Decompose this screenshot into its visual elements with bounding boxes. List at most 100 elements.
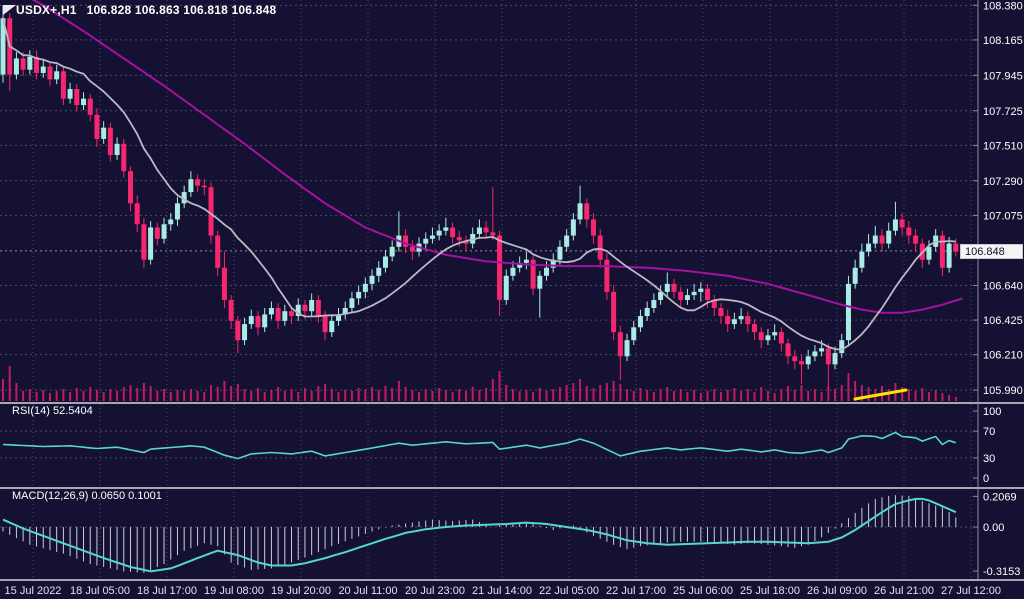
- volume-bar: [686, 392, 689, 401]
- candle-down: [403, 235, 409, 247]
- volume-bar: [55, 391, 58, 401]
- candle-up: [376, 267, 382, 276]
- volume-bar: [404, 387, 407, 401]
- volume-bar: [102, 392, 105, 401]
- volume-bar: [95, 390, 98, 401]
- candle-down: [134, 203, 140, 225]
- candle-down: [47, 66, 53, 80]
- candle-down: [322, 316, 328, 333]
- volume-bar: [612, 381, 615, 401]
- candle-up: [188, 179, 194, 193]
- candle-up: [537, 275, 543, 289]
- volume-bar: [471, 387, 474, 401]
- candle-down: [255, 316, 261, 328]
- volume-bar: [652, 392, 655, 401]
- candle-down: [913, 235, 919, 244]
- rsi-line: [2, 431, 957, 460]
- volume-bar: [901, 387, 904, 401]
- volume-bar: [572, 383, 575, 401]
- candle-down: [87, 98, 93, 115]
- panel-separator[interactable]: [0, 579, 1024, 581]
- candle-up: [54, 71, 60, 80]
- rsi-indicator-label: RSI(14) 52.5404: [12, 405, 93, 417]
- volume-bar: [464, 391, 467, 401]
- volume-bar: [773, 393, 776, 401]
- time-axis-label: 26 Jul 21:00: [874, 585, 934, 597]
- trendline-object[interactable]: [853, 388, 908, 401]
- panel-separator[interactable]: [0, 487, 1024, 489]
- candle-up: [349, 298, 355, 308]
- volume-bar: [914, 391, 917, 401]
- time-axis-label: 21 Jul 14:00: [472, 585, 532, 597]
- price-axis-label: 107.290: [983, 176, 1023, 188]
- volume-bar: [418, 392, 421, 401]
- candle-up: [557, 246, 563, 260]
- volume-bar: [22, 391, 25, 401]
- candle-down: [879, 235, 885, 244]
- volume-bar: [639, 388, 642, 401]
- candle-down: [289, 311, 295, 317]
- time-axis-label: 20 Jul 23:00: [405, 585, 465, 597]
- candle-up: [892, 219, 898, 231]
- candle-down: [953, 243, 959, 252]
- candle-up: [624, 340, 630, 357]
- candle-up: [859, 251, 865, 268]
- panel-separator[interactable]: [0, 402, 1024, 404]
- volume-bar: [927, 392, 930, 401]
- time-axis-label: 27 Jul 12:00: [941, 585, 1001, 597]
- volume-bar: [109, 389, 112, 401]
- volume-bar: [787, 386, 790, 401]
- volume-bar: [310, 391, 313, 401]
- candle-down: [450, 227, 456, 238]
- candle-up: [356, 291, 362, 299]
- volume-bar: [344, 390, 347, 401]
- volume-bar: [210, 385, 213, 401]
- price-axis-label: 107.075: [983, 210, 1023, 222]
- volume-bar: [156, 391, 159, 401]
- candle-down: [785, 343, 791, 357]
- candle-up: [81, 98, 87, 106]
- volume-bar: [256, 388, 259, 401]
- candle-up: [886, 230, 892, 244]
- volume-bar: [693, 390, 696, 401]
- volume-bar: [283, 391, 286, 401]
- volume-bar: [538, 388, 541, 401]
- candle-up: [181, 192, 187, 204]
- candle-up: [570, 219, 576, 236]
- candle-up: [866, 243, 872, 252]
- volume-bar: [491, 379, 494, 401]
- volume-bar: [525, 390, 528, 401]
- candle-up: [544, 267, 550, 276]
- volume-bar: [203, 392, 206, 401]
- candle-up: [832, 353, 838, 365]
- candle-up: [101, 127, 107, 139]
- candle-down: [530, 259, 536, 289]
- volume-bar: [552, 389, 555, 401]
- volume-bar: [223, 381, 226, 401]
- candle-up: [644, 307, 650, 317]
- time-axis-label: 19 Jul 08:00: [204, 585, 264, 597]
- candle-down: [302, 304, 308, 312]
- volume-bar: [8, 366, 11, 401]
- candle-up: [839, 340, 845, 354]
- volume-bar: [2, 379, 4, 401]
- candle-down: [778, 332, 784, 344]
- volume-bar: [216, 387, 219, 401]
- candle-up: [268, 307, 274, 315]
- volume-bar: [666, 387, 669, 401]
- candle-down: [221, 267, 227, 300]
- price-axis-label: 107.725: [983, 106, 1023, 118]
- volume-bar: [263, 392, 266, 401]
- price-axis-label: 108.380: [983, 0, 1023, 12]
- volume-bar: [330, 389, 333, 401]
- candle-up: [510, 267, 516, 276]
- candle-down: [235, 320, 241, 341]
- candle-down: [798, 361, 804, 365]
- volume-bar: [726, 390, 729, 401]
- price-axis-label: 107.945: [983, 70, 1023, 82]
- macd-signal-line: [2, 497, 957, 573]
- volume-bar: [860, 385, 863, 401]
- candle-up: [476, 227, 482, 234]
- candle-up: [362, 283, 368, 292]
